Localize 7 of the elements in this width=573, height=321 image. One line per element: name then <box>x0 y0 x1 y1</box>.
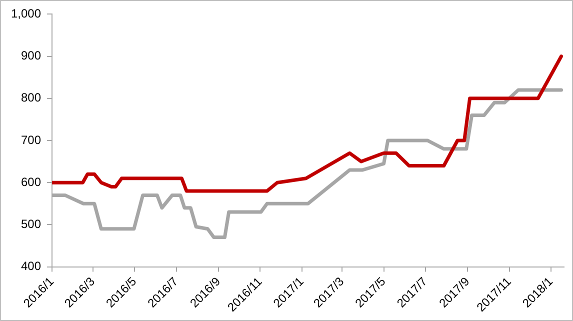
y-tick-label: 800 <box>21 90 42 105</box>
y-tick-label: 400 <box>21 259 42 274</box>
y-tick-label: 600 <box>21 174 42 189</box>
y-tick-label: 900 <box>21 48 42 63</box>
y-tick-label: 1,000 <box>11 6 42 21</box>
y-tick-label: 500 <box>21 216 42 231</box>
y-tick-label: 700 <box>21 132 42 147</box>
